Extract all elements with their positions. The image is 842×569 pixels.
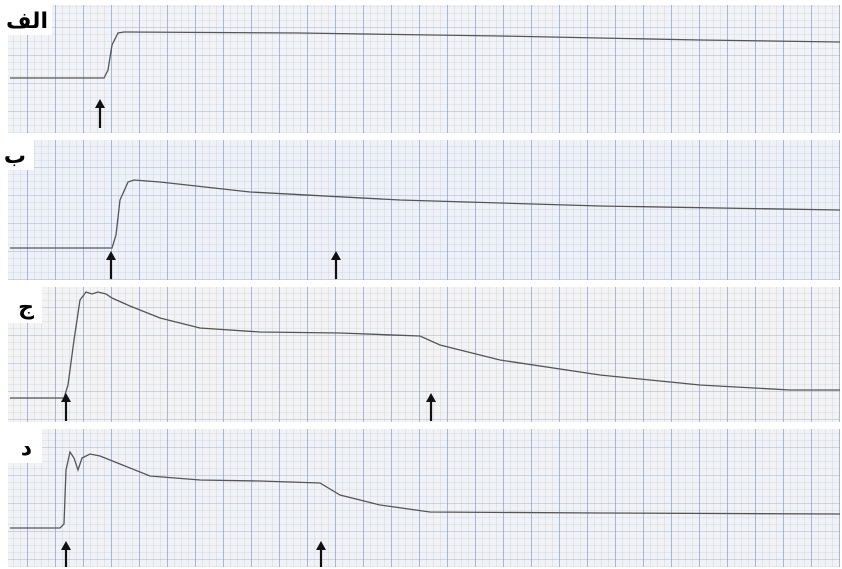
panel-label: الف: [6, 9, 48, 34]
panel-label: ب: [4, 144, 26, 169]
grid-b: [8, 140, 840, 280]
recording-figure: الف ب ج د: [0, 0, 842, 569]
panel-label: د: [21, 436, 32, 461]
grid-d: [8, 429, 840, 567]
grid-a: [8, 5, 840, 133]
panel-label: ج: [18, 295, 34, 320]
